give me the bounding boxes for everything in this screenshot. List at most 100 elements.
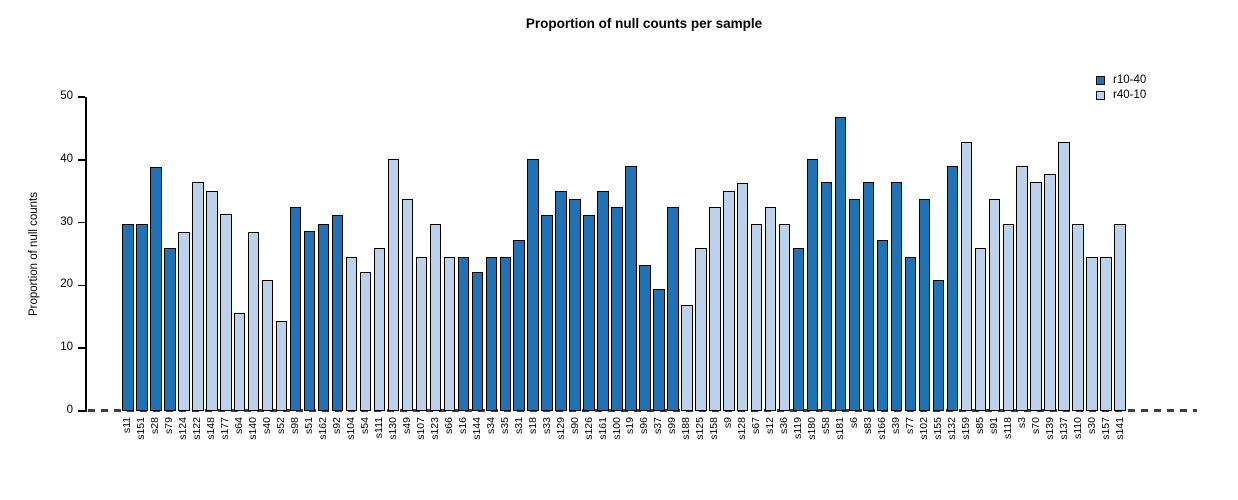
- legend-label-r40-10: r40-10: [1113, 89, 1147, 101]
- x-tick-label: s11: [121, 417, 134, 434]
- bar-s40: [261, 280, 274, 411]
- y-axis-title: Proportion of null counts: [28, 191, 40, 317]
- bar-s162: [317, 223, 330, 411]
- y-tick-label: 20: [60, 278, 73, 291]
- x-tick-label: s139: [1043, 417, 1056, 440]
- y-tick-label: 40: [60, 152, 73, 165]
- chart-title: Proportion of null counts per sample: [525, 16, 763, 31]
- x-tick-label: s6: [848, 417, 861, 429]
- x-tick-label: s79: [163, 417, 176, 434]
- y-tick-label: 0: [66, 404, 73, 416]
- bar-s18: [527, 158, 539, 411]
- x-tick-label: s91: [987, 417, 1000, 434]
- legend-swatch-r10-40: [1096, 75, 1105, 85]
- x-tick-label: s64: [233, 417, 246, 434]
- x-tick-label: s118: [1001, 417, 1014, 439]
- y-tick-mark: [78, 159, 85, 161]
- x-tick-label: s9: [722, 417, 735, 429]
- bar-s141: [1114, 223, 1126, 411]
- x-tick-label: s132: [945, 417, 958, 440]
- y-tick-mark: [78, 347, 85, 349]
- bar-s92: [331, 215, 344, 411]
- bar-s177: [220, 214, 232, 411]
- bar-s70: [1030, 182, 1042, 411]
- y-tick-mark: [78, 96, 85, 98]
- bar-s148: [206, 191, 218, 411]
- x-tick-label: s140: [247, 417, 260, 440]
- bar-s83: [862, 182, 875, 411]
- x-tick-label: s40: [261, 417, 274, 434]
- x-tick-label: s51: [303, 417, 316, 434]
- bar-s34: [485, 257, 497, 411]
- x-tick-label: s100: [610, 417, 623, 440]
- bar-s159: [960, 142, 973, 411]
- bar-s132: [946, 166, 959, 411]
- x-tick-label: s31: [512, 417, 525, 434]
- x-tick-label: s119: [792, 417, 805, 439]
- bar-s130: [387, 158, 400, 411]
- x-tick-label: s129: [554, 417, 567, 440]
- x-tick-label: s49: [400, 417, 413, 434]
- bar-s125: [695, 247, 707, 411]
- x-tick-label: s52: [275, 417, 288, 434]
- bar-s140: [248, 232, 260, 411]
- legend: r10-40 r40-10: [1096, 74, 1146, 104]
- bar-s58: [820, 182, 833, 411]
- x-tick-label: s54: [359, 417, 371, 434]
- bar-s98: [289, 206, 302, 411]
- x-tick-label: s16: [456, 417, 469, 434]
- legend-swatch-r40-10: [1096, 90, 1105, 100]
- bar-s126: [583, 215, 595, 411]
- bar-s188: [681, 304, 693, 411]
- x-tick-label: s166: [875, 417, 888, 440]
- x-tick-label: s177: [219, 417, 232, 440]
- bar-s158: [709, 206, 721, 411]
- x-tick-label: s18: [526, 417, 539, 434]
- x-tick-label: s98: [289, 417, 302, 434]
- x-tick-label: s90: [568, 417, 581, 434]
- x-tick-label: s159: [959, 417, 972, 440]
- bar-s54: [359, 272, 372, 411]
- x-tick-label: s70: [1029, 417, 1042, 434]
- bar-s79: [164, 247, 176, 411]
- bar-s3: [1016, 166, 1028, 411]
- bar-s102: [918, 199, 931, 411]
- bar-s181: [834, 117, 847, 411]
- bar-s36: [778, 223, 791, 411]
- bar-s119: [792, 247, 805, 411]
- x-tick-label: s137: [1057, 417, 1070, 440]
- bar-s67: [751, 223, 763, 411]
- bar-s11: [122, 223, 134, 411]
- bar-s51: [303, 231, 316, 411]
- x-tick-label: s155: [931, 417, 944, 440]
- x-tick-label: s128: [736, 417, 749, 440]
- y-tick-mark: [78, 221, 85, 224]
- bar-s110: [1072, 223, 1084, 411]
- x-tick-label: s162: [317, 417, 330, 440]
- x-tick-label: s188: [680, 417, 693, 440]
- x-tick-label: s12: [764, 417, 777, 434]
- bar-s49: [401, 198, 414, 411]
- x-tick-label: s181: [834, 417, 847, 440]
- bar-s124: [178, 232, 190, 411]
- x-tick-label: s180: [806, 417, 819, 440]
- x-tick-label: s157: [1099, 417, 1112, 440]
- bar-s52: [275, 321, 288, 411]
- y-tick-label: 30: [60, 215, 73, 228]
- bar-s99: [667, 206, 679, 411]
- x-tick-label: s3: [1015, 417, 1028, 429]
- bar-s9: [723, 191, 735, 411]
- legend-label-r10-40: r10-40: [1113, 74, 1147, 86]
- x-tick-label: s111: [372, 417, 385, 439]
- bar-s31: [513, 239, 525, 411]
- x-tick-label: s85: [973, 417, 986, 434]
- y-tick-mark: [78, 284, 85, 287]
- bar-s91: [988, 199, 1000, 411]
- x-tick-label: s58: [820, 417, 833, 434]
- bar-s107: [415, 257, 428, 411]
- bar-s37: [653, 288, 665, 411]
- bar-s161: [597, 191, 609, 411]
- bar-s77: [904, 256, 917, 411]
- x-tick-label: s130: [386, 417, 399, 440]
- bar-s90: [569, 199, 581, 411]
